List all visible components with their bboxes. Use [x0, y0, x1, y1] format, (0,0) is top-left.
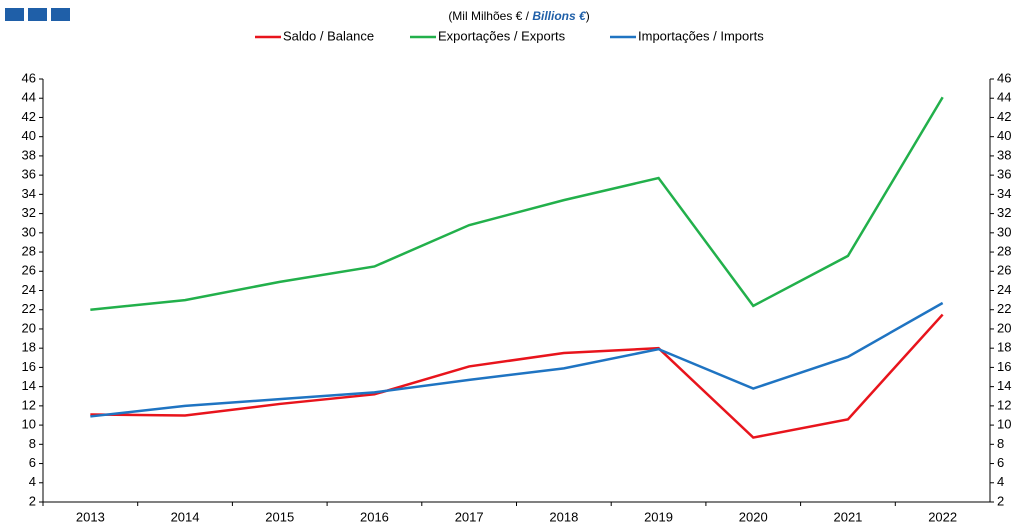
y-tick-label: 2 — [29, 493, 36, 508]
legend-label: Saldo / Balance — [283, 28, 374, 43]
y2-tick-label: 16 — [997, 359, 1011, 374]
subtitle-en: Billions € — [532, 9, 587, 23]
subtitle-end: ) — [586, 9, 590, 23]
legend-label: Exportações / Exports — [438, 28, 566, 43]
x-tick-label: 2018 — [549, 509, 578, 524]
y2-tick-label: 30 — [997, 224, 1011, 239]
y2-tick-label: 44 — [997, 90, 1011, 105]
y2-tick-label: 38 — [997, 147, 1011, 162]
y2-tick-label: 10 — [997, 417, 1011, 432]
y-tick-label: 36 — [22, 167, 36, 182]
y-tick-label: 16 — [22, 359, 36, 374]
y-tick-label: 4 — [29, 474, 36, 489]
logo-block — [5, 8, 24, 21]
x-tick-label: 2022 — [928, 509, 957, 524]
x-tick-label: 2019 — [644, 509, 673, 524]
subtitle-pt: (Mil Milhões € / — [448, 9, 532, 23]
y-tick-label: 10 — [22, 417, 36, 432]
y2-tick-label: 36 — [997, 167, 1011, 182]
y2-tick-label: 46 — [997, 70, 1011, 85]
y2-tick-label: 42 — [997, 109, 1011, 124]
y-tick-label: 22 — [22, 301, 36, 316]
y-tick-label: 30 — [22, 224, 36, 239]
y-tick-label: 20 — [22, 320, 36, 335]
series-line — [90, 96, 944, 311]
y2-tick-label: 20 — [997, 320, 1011, 335]
y-tick-label: 40 — [22, 128, 36, 143]
x-tick-label: 2020 — [739, 509, 768, 524]
y-tick-label: 14 — [22, 378, 36, 393]
y2-tick-label: 32 — [997, 205, 1011, 220]
y-tick-label: 46 — [22, 70, 36, 85]
logo-block — [28, 8, 47, 21]
x-tick-label: 2017 — [455, 509, 484, 524]
y2-tick-label: 24 — [997, 282, 1011, 297]
y-tick-label: 26 — [22, 263, 36, 278]
y2-tick-label: 8 — [997, 436, 1004, 451]
y-tick-label: 12 — [22, 397, 36, 412]
y-tick-label: 18 — [22, 340, 36, 355]
series-line — [90, 313, 944, 439]
y2-tick-label: 6 — [997, 455, 1004, 470]
y2-tick-label: 26 — [997, 263, 1011, 278]
y2-tick-label: 40 — [997, 128, 1011, 143]
logo-block — [51, 8, 70, 21]
y2-tick-label: 12 — [997, 397, 1011, 412]
y2-tick-label: 34 — [997, 186, 1011, 201]
x-tick-label: 2021 — [833, 509, 862, 524]
y-tick-label: 24 — [22, 282, 36, 297]
y-tick-label: 38 — [22, 147, 36, 162]
series-line — [90, 301, 944, 418]
y-tick-label: 6 — [29, 455, 36, 470]
y2-tick-label: 28 — [997, 243, 1011, 258]
y2-tick-label: 18 — [997, 340, 1011, 355]
y-tick-label: 28 — [22, 243, 36, 258]
y-tick-label: 44 — [22, 90, 36, 105]
subtitle: (Mil Milhões € / Billions €) — [448, 9, 589, 23]
x-tick-label: 2013 — [76, 509, 105, 524]
y-tick-label: 8 — [29, 436, 36, 451]
x-tick-label: 2016 — [360, 509, 389, 524]
legend-label: Importações / Imports — [638, 28, 764, 43]
y2-tick-label: 22 — [997, 301, 1011, 316]
y-tick-label: 32 — [22, 205, 36, 220]
x-tick-label: 2014 — [171, 509, 200, 524]
y2-tick-label: 4 — [997, 474, 1004, 489]
y-tick-label: 34 — [22, 186, 36, 201]
x-tick-label: 2015 — [265, 509, 294, 524]
y-tick-label: 42 — [22, 109, 36, 124]
y2-tick-label: 14 — [997, 378, 1011, 393]
y2-tick-label: 2 — [997, 493, 1004, 508]
